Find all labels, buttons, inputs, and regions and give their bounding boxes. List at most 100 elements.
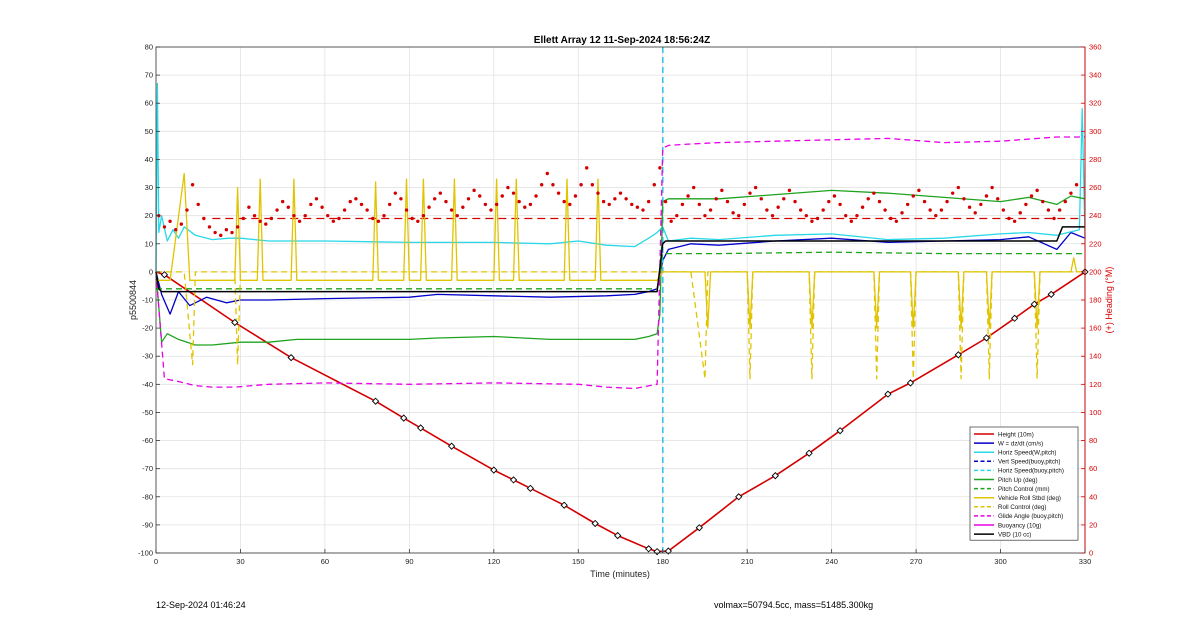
height-marker [735,493,743,501]
heading-point [235,225,240,229]
heading-point [359,202,364,207]
y2-tick-label: 0 [1089,549,1093,558]
heading-point [596,191,600,195]
heading-point [382,213,386,218]
heading-point [1074,183,1079,187]
heading-point [331,219,336,223]
series-layer [155,47,1089,556]
legend-entry: Vert Speed(buoy,pitch) [998,459,1060,466]
heading-point [1041,199,1045,204]
heading-point [207,225,212,229]
heading-point [765,208,769,212]
heading-point [427,205,431,209]
y2-tick-label: 40 [1089,492,1097,501]
heading-point [669,219,673,223]
heading-point [950,191,955,195]
y-tick-label: -80 [142,492,153,501]
height-marker [231,318,239,327]
x-tick-label: 120 [488,557,501,566]
heading-point [855,213,859,218]
y2-tick-label: 180 [1089,296,1102,305]
y-tick-label: 60 [145,99,153,108]
x-tick-label: 150 [572,557,585,566]
x-tick-label: 240 [825,557,838,566]
heading-point [798,208,803,212]
heading-point [478,194,482,198]
heading-point [320,205,324,209]
heading-point [675,213,679,218]
series-vehicle-roll-stbd-deg [156,172,1085,329]
heading-point [618,191,623,195]
heading-point [973,211,977,215]
heading-point [917,188,921,193]
heading-point [494,202,499,207]
y-tick-label: 70 [145,71,153,80]
heading-point [703,213,707,218]
heading-point [387,202,392,207]
heading-point [911,194,915,198]
y2-axis-label: (+) Heading (°M) [1104,267,1114,334]
heading-point [624,197,628,201]
heading-point [601,199,606,204]
heading-point [461,205,465,209]
heading-point [545,171,550,176]
y2-tick-label: 140 [1089,352,1102,361]
heading-point [866,197,870,201]
heading-point [748,191,752,195]
heading-point [449,208,454,212]
heading-point [354,197,358,201]
heading-point [489,208,493,212]
heading-point [1007,216,1011,221]
height-marker [884,390,892,398]
heading-point [832,194,837,198]
height-marker [771,472,779,480]
x-tick-label: 180 [656,557,669,566]
heading-point [607,202,611,207]
y-tick-label: -70 [142,464,153,473]
heading-point [433,197,437,201]
heading-point [416,219,420,223]
heading-point [202,216,206,221]
heading-point [821,208,825,212]
heading-point [1024,202,1028,207]
x-tick-label: 60 [321,557,329,566]
height-marker [906,379,915,387]
heading-point [286,205,291,209]
heading-point [725,199,730,204]
heading-point [326,213,330,218]
heading-point [185,208,189,212]
legend-entry: Pitch Control (mm) [998,486,1050,493]
heading-point [399,197,403,201]
height-marker [645,545,653,553]
heading-point [303,213,307,218]
height-marker [490,466,498,474]
heading-point [742,202,747,207]
y-tick-label: 0 [149,267,153,276]
y2-tick-label: 160 [1089,324,1102,333]
footer-mass-info: volmax=50794.5cc, mass=51485.300kg [714,600,874,610]
heading-point [1029,194,1034,198]
heading-point [275,208,279,212]
y-tick-label: -10 [142,296,153,305]
height-marker [416,424,425,432]
heading-point [393,191,397,195]
heading-point [979,202,983,207]
heading-point [213,230,217,235]
y2-tick-label: 120 [1089,380,1102,389]
heading-point [252,213,257,218]
legend-entry: Pitch Up (deg) [998,477,1038,484]
heading-point [1018,211,1022,215]
heading-point [568,202,572,207]
heading-point [1069,191,1073,195]
heading-point [883,208,887,212]
heading-point [956,185,961,190]
heading-point [877,199,882,204]
heading-point [342,208,347,212]
heading-point [900,211,904,215]
heading-point [793,199,797,204]
y2-tick-label: 360 [1089,43,1102,52]
legend: Height (10m) W = dz/dt (cm/s) Horiz Speed(… [969,426,1079,541]
height-marker [982,334,991,342]
heading-point [1001,208,1006,212]
heading-point [787,188,792,193]
